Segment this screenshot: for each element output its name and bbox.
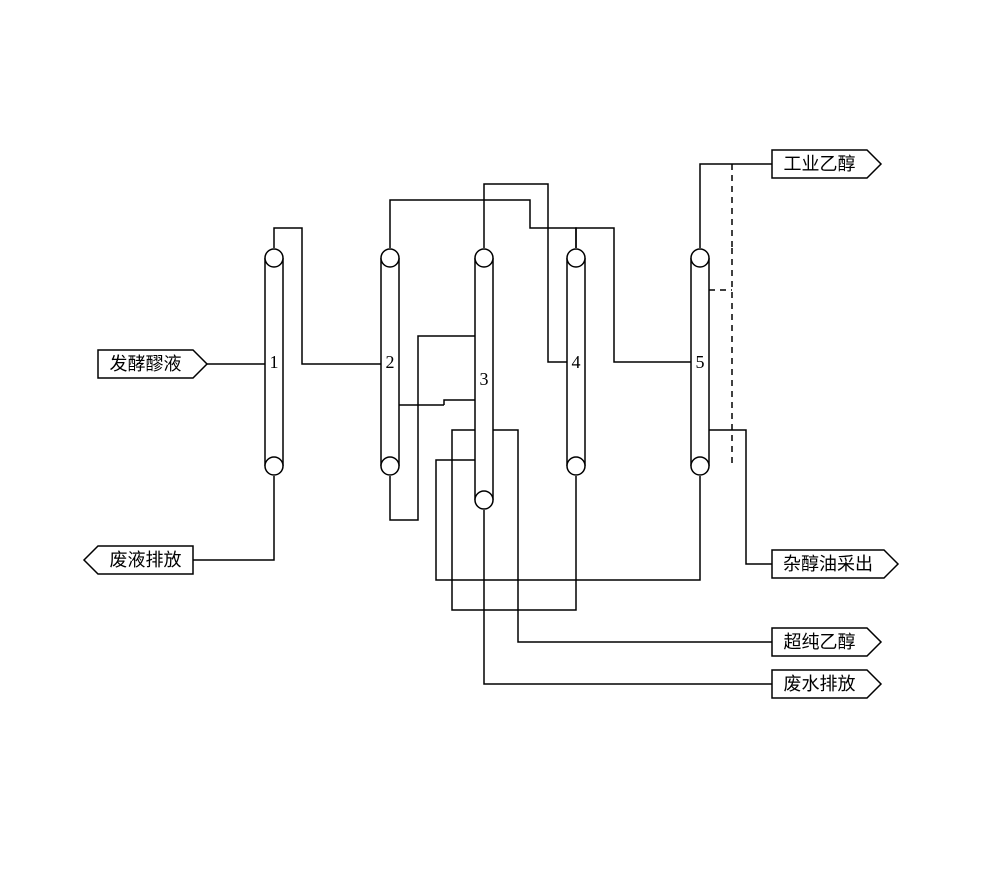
pipe-7 [484,510,772,684]
pipe-9 [576,228,691,362]
pipe-11 [700,164,772,248]
column-label-4: 4 [572,352,581,372]
io-label-feed_in: 发酵醪液 [110,354,182,374]
process-flow-diagram: 1 2 3 4 5 发酵醪液废液排放 工业乙醇杂醇油采出超纯乙醇废水排放 [0,0,1006,886]
io-label-waste_liquid: 废液排放 [110,550,182,570]
column-2: 2 [381,249,399,475]
column-3: 3 [475,249,493,509]
io-label-waste_water: 废水排放 [784,674,856,694]
column-label-2: 2 [386,352,395,372]
column-label-1: 1 [270,352,279,372]
pipe-10 [452,430,576,610]
column-label-3: 3 [480,369,489,389]
io-tag-feed_in: 发酵醪液 [98,350,207,378]
io-label-industrial_eth: 工业乙醇 [784,154,856,174]
io-label-ultrapure_eth: 超纯乙醇 [784,632,856,652]
column-label-5: 5 [696,352,705,372]
io-tag-ultrapure_eth: 超纯乙醇 [772,628,881,656]
io-tag-waste_liquid: 废液排放 [84,546,193,574]
pipe-2 [274,228,381,364]
io-tag-waste_water: 废水排放 [772,670,881,698]
io-label-fusel_oil: 杂醇油采出 [783,554,873,574]
pipe-4 [444,400,475,405]
pipe-15 [709,430,772,564]
pipe-6 [484,184,567,362]
io-tag-fusel_oil: 杂醇油采出 [772,550,898,578]
pipe-1 [193,476,274,560]
io-tag-industrial_eth: 工业乙醇 [772,150,881,178]
column-4: 4 [567,249,585,475]
column-1: 1 [265,249,283,475]
column-5: 5 [691,249,709,475]
pipe-3 [390,336,475,520]
